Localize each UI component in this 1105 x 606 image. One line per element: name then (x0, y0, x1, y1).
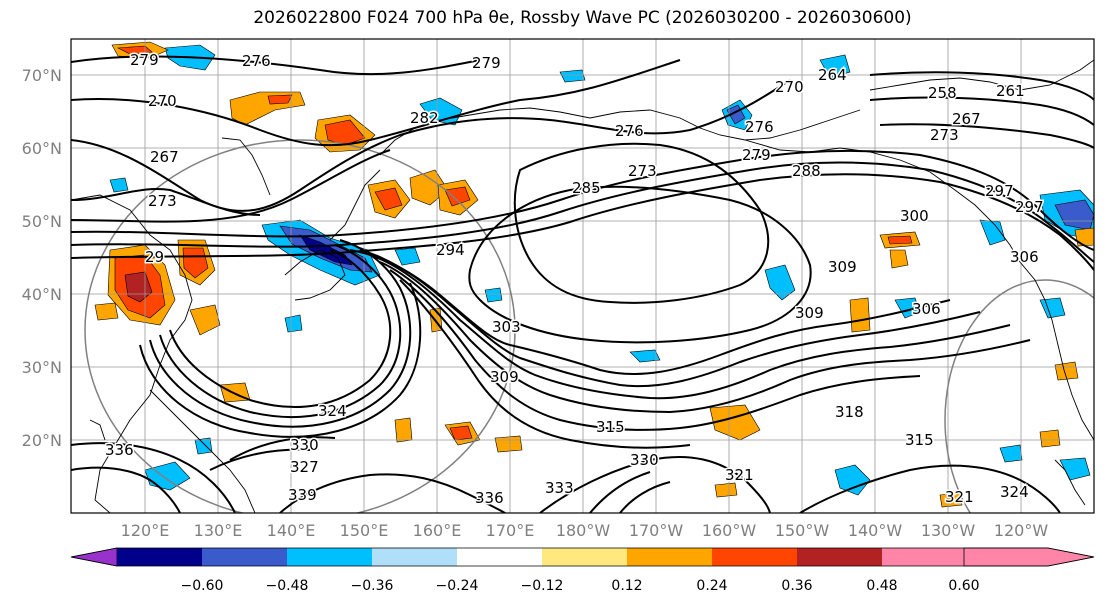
contour-label: 297 (985, 182, 1014, 200)
lon-label: 130°E (194, 521, 243, 540)
contour-label: 318 (835, 403, 864, 421)
contour-label: 315 (905, 431, 934, 449)
colorbar-segment (287, 548, 372, 566)
colorbar-segment (202, 548, 287, 566)
lat-label-20n: 20°N (22, 431, 62, 450)
contour-label: 276 (615, 122, 644, 140)
lat-label-60n: 60°N (22, 139, 62, 158)
colorbar-segment (457, 548, 542, 566)
contour-label: 273 (930, 126, 959, 144)
contour-label: 279 (130, 51, 159, 69)
figure-title: 2026022800 F024 700 hPa θe, Rossby Wave … (253, 8, 912, 28)
contour-label: 306 (912, 300, 941, 318)
positive-anomaly-patches (94, 41, 1094, 508)
contour-label: 279 (742, 146, 771, 164)
contour-label: 303 (492, 318, 521, 336)
longitude-labels: 120°E 130°E 140°E 150°E 160°E 170°E 180°… (121, 521, 1049, 540)
colorbar-segment (712, 548, 797, 566)
contour-label: 264 (818, 66, 847, 84)
contour-label: 267 (952, 110, 981, 128)
contour-label: 309 (828, 258, 857, 276)
lon-label: 140°W (848, 521, 903, 540)
colorbar-segment (797, 548, 882, 566)
latitude-labels: 70°N 60°N 50°N 40°N 30°N 20°N (22, 66, 62, 450)
contour-label: 324 (318, 402, 347, 420)
colorbar-tick-label: −0.60 (181, 578, 224, 594)
colorbar-tick-label: 0.12 (611, 578, 642, 594)
contour-label: 300 (900, 207, 929, 225)
contour-label: 336 (475, 489, 504, 507)
contour-label: 294 (436, 241, 465, 259)
colorbar-segment (542, 548, 627, 566)
contour-label: 339 (288, 486, 317, 504)
contour-label: 321 (945, 488, 974, 506)
lon-label: 180°W (556, 521, 611, 540)
lon-label: 120°E (121, 521, 170, 540)
contour-label: 282 (410, 109, 439, 127)
colorbar-tick-label: −0.24 (436, 578, 479, 594)
contour-label: 336 (105, 441, 134, 459)
lat-label-70n: 70°N (22, 66, 62, 85)
contour-label: 288 (792, 162, 821, 180)
colorbar-tick-label: 0.24 (696, 578, 727, 594)
contour-label: 324 (1000, 483, 1029, 501)
colorbar-extend-left (70, 547, 118, 567)
contour-label: 29 (145, 248, 164, 266)
contour-label: 297 (1015, 198, 1044, 216)
contour-label: 279 (472, 54, 501, 72)
contour-label: 333 (545, 479, 574, 497)
contour-label: 327 (290, 458, 319, 476)
lon-label: 170°E (486, 521, 535, 540)
contour-label: 309 (795, 304, 824, 322)
colorbar-tick-label: 0.60 (948, 578, 979, 594)
contour-label: 315 (596, 418, 625, 436)
contour-label: 276 (745, 118, 774, 136)
colorbar-ticks: −0.60 −0.48 −0.36 −0.24 −0.12 0.12 0.24 … (181, 578, 980, 594)
lon-label: 150°E (340, 521, 389, 540)
contour-label: 270 (775, 78, 804, 96)
contour-label: 309 (490, 368, 519, 386)
lon-label: 170°W (629, 521, 684, 540)
contour-label: 285 (572, 179, 601, 197)
graticule (71, 39, 1094, 513)
contour-label: 258 (928, 84, 957, 102)
lat-label-30n: 30°N (22, 358, 62, 377)
contour-label: 330 (630, 451, 659, 469)
colorbar (70, 547, 1095, 567)
theta-e-contours (71, 55, 1094, 513)
reference-circles (84, 139, 1094, 513)
lat-label-40n: 40°N (22, 285, 62, 304)
lon-label: 120°W (994, 521, 1049, 540)
lon-label: 130°W (921, 521, 976, 540)
contour-label: 321 (725, 466, 754, 484)
lon-label: 140°E (267, 521, 316, 540)
contour-label: 273 (628, 162, 657, 180)
colorbar-extend-right-tip (963, 547, 1095, 567)
lon-label: 160°E (413, 521, 462, 540)
lat-label-50n: 50°N (22, 212, 62, 231)
contour-label: 273 (148, 192, 177, 210)
contour-label: 306 (1010, 248, 1039, 266)
contour-label: 267 (150, 148, 179, 166)
contour-label: 276 (242, 52, 271, 70)
colorbar-tick-label: 0.48 (866, 578, 897, 594)
colorbar-outline (70, 547, 1095, 567)
lon-label: 150°W (775, 521, 830, 540)
colorbar-segment (627, 548, 712, 566)
colorbar-tick-label: 0.36 (781, 578, 812, 594)
plot-frame (70, 38, 1095, 514)
lon-label: 160°W (702, 521, 757, 540)
contour-label: 330 (290, 436, 319, 454)
colorbar-tick-label: −0.48 (266, 578, 309, 594)
contour-labels: 279 276 279 270 267 273 282 276 273 285 … (104, 50, 1046, 509)
colorbar-segment (882, 548, 964, 566)
colorbar-tick-label: −0.12 (521, 578, 564, 594)
colorbar-segment (372, 548, 457, 566)
colorbar-segment (117, 548, 202, 566)
contour-label: 261 (996, 82, 1025, 100)
colorbar-tick-label: −0.36 (351, 578, 394, 594)
contour-label: 270 (148, 92, 177, 110)
